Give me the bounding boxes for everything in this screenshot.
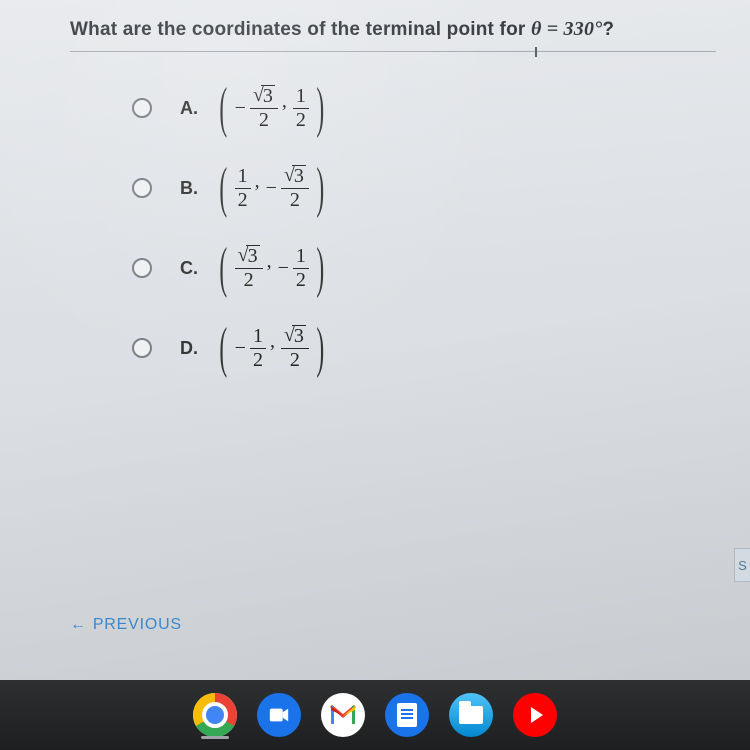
- theta-symbol: θ: [531, 18, 542, 40]
- option-row[interactable]: C. ( √32,−12 ): [132, 245, 716, 291]
- option-math: ( −12,√32 ): [214, 325, 330, 371]
- radio-button[interactable]: [132, 178, 152, 198]
- option-label: B.: [180, 178, 200, 199]
- quiz-screen: What are the coordinates of the terminal…: [0, 0, 750, 680]
- axis-tick: [535, 47, 537, 57]
- option-math: ( −√32,12 ): [214, 85, 330, 131]
- theta-eq: = 330°: [542, 18, 603, 40]
- option-math: ( √32,−12 ): [214, 245, 330, 291]
- radio-button[interactable]: [132, 98, 152, 118]
- radio-button[interactable]: [132, 338, 152, 358]
- docs-icon[interactable]: [385, 693, 429, 737]
- chromeos-shelf: [0, 680, 750, 750]
- files-icon[interactable]: [449, 693, 493, 737]
- question-prefix: What are the coordinates of the terminal…: [70, 19, 531, 40]
- previous-label: PREVIOUS: [93, 616, 182, 634]
- save-button-slice[interactable]: S: [734, 548, 750, 582]
- option-row[interactable]: A. ( −√32,12 ): [132, 85, 716, 131]
- option-row[interactable]: B. ( 12,−√32 ): [132, 165, 716, 211]
- options-list: A. ( −√32,12 ) B. ( 12,−√32 ) C. ( √32,−…: [132, 85, 716, 371]
- option-label: C.: [180, 258, 200, 279]
- save-label: S: [738, 558, 747, 573]
- gmail-icon[interactable]: [321, 693, 365, 737]
- arrow-left-icon: ←: [70, 616, 87, 634]
- option-label: A.: [180, 98, 200, 119]
- option-math: ( 12,−√32 ): [214, 165, 330, 211]
- option-label: D.: [180, 338, 200, 359]
- radio-button[interactable]: [132, 258, 152, 278]
- youtube-icon[interactable]: [513, 693, 557, 737]
- previous-button[interactable]: ← PREVIOUS: [70, 616, 182, 634]
- question-suffix: ?: [602, 19, 614, 40]
- divider: [70, 51, 716, 52]
- chrome-icon[interactable]: [193, 693, 237, 737]
- option-row[interactable]: D. ( −12,√32 ): [132, 325, 716, 371]
- question-text: What are the coordinates of the terminal…: [70, 18, 716, 41]
- content-area: What are the coordinates of the terminal…: [0, 0, 750, 371]
- meet-icon[interactable]: [257, 693, 301, 737]
